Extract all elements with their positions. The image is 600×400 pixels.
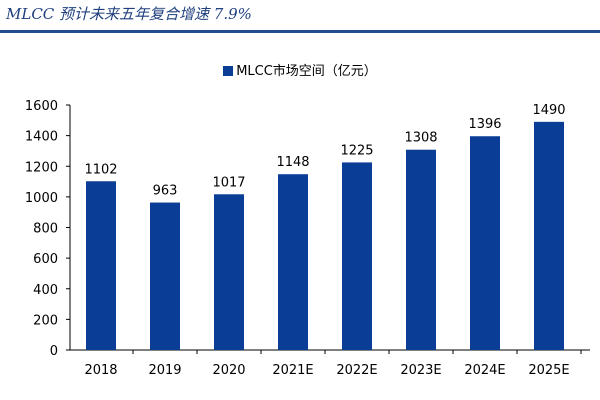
y-tick-label: 200 (33, 313, 58, 328)
page-title: MLCC 预计未来五年复合增速 7.9% (6, 5, 252, 23)
y-tick-label: 600 (33, 252, 58, 267)
data-label: 1225 (340, 143, 373, 158)
legend-swatch (223, 66, 234, 76)
x-tick-label: 2022E (336, 363, 377, 378)
data-label: 1308 (404, 131, 437, 146)
bar (278, 174, 308, 350)
y-tick-label: 800 (33, 222, 58, 237)
title-divider (0, 30, 600, 33)
data-label: 1396 (468, 117, 501, 132)
y-tick-label: 0 (50, 344, 58, 359)
bar (214, 194, 244, 350)
y-tick-label: 1200 (25, 160, 58, 175)
bar (342, 162, 372, 350)
y-tick-label: 1400 (25, 130, 58, 145)
y-tick-label: 400 (33, 283, 58, 298)
x-tick-label: 2019 (148, 363, 181, 378)
data-label: 1017 (212, 175, 245, 190)
bar (470, 136, 500, 350)
data-label: 1148 (276, 155, 309, 170)
x-tick-label: 2024E (464, 363, 505, 378)
x-tick-label: 2018 (84, 363, 117, 378)
data-label: 963 (153, 184, 178, 199)
bar (86, 181, 116, 350)
data-label: 1102 (84, 162, 117, 177)
y-tick-label: 1000 (25, 191, 58, 206)
legend: MLCC市场空间（亿元） (0, 60, 600, 79)
bar (150, 202, 180, 350)
bar (406, 149, 436, 350)
y-tick-label: 1600 (25, 99, 58, 114)
x-tick-label: 2021E (272, 363, 313, 378)
x-tick-label: 2020 (212, 363, 245, 378)
data-label: 1490 (532, 103, 565, 118)
legend-label: MLCC市场空间（亿元） (236, 64, 377, 79)
bar (534, 121, 564, 350)
x-tick-label: 2023E (400, 363, 441, 378)
x-tick-label: 2025E (528, 363, 569, 378)
